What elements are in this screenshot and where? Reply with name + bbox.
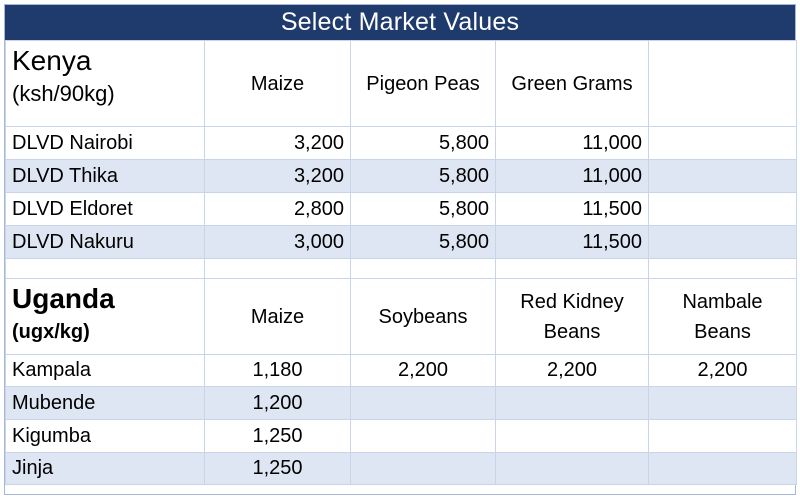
column-header: Maize bbox=[204, 278, 351, 355]
market-name: DLVD Eldoret bbox=[5, 192, 205, 226]
market-name: Mubende bbox=[5, 386, 205, 420]
currency-unit: (ksh/90kg) bbox=[12, 81, 115, 106]
price-cell: 1,200 bbox=[204, 386, 351, 420]
price-cell: 11,000 bbox=[495, 159, 649, 193]
table-row: DLVD Nairobi 3,200 5,800 11,000 bbox=[5, 126, 797, 160]
column-header: Maize bbox=[204, 40, 351, 127]
price-cell bbox=[648, 452, 797, 485]
column-header: Soybeans bbox=[350, 278, 496, 355]
market-values-table: Select Market Values Kenya (ksh/90kg) Ma… bbox=[4, 4, 797, 495]
spacer-row bbox=[5, 258, 797, 279]
column-header bbox=[648, 40, 797, 127]
price-cell: 1,180 bbox=[204, 354, 351, 387]
price-cell: 5,800 bbox=[350, 126, 496, 160]
table-row: DLVD Nakuru 3,000 5,800 11,500 bbox=[5, 225, 797, 259]
currency-unit: (ugx/kg) bbox=[12, 321, 90, 343]
kenya-header-row: Kenya (ksh/90kg) Maize Pigeon Peas Green… bbox=[5, 40, 797, 127]
country-name: Kenya bbox=[12, 45, 92, 76]
market-name: DLVD Nakuru bbox=[5, 225, 205, 259]
table-title: Select Market Values bbox=[5, 5, 795, 40]
price-cell bbox=[648, 225, 797, 259]
column-header: Red Kidney Beans bbox=[495, 278, 649, 355]
column-header: Pigeon Peas bbox=[350, 40, 496, 127]
price-cell: 2,200 bbox=[648, 354, 797, 387]
price-cell: 5,800 bbox=[350, 159, 496, 193]
table-row: DLVD Eldoret 2,800 5,800 11,500 bbox=[5, 192, 797, 226]
price-cell: 3,000 bbox=[204, 225, 351, 259]
price-cell: 2,200 bbox=[350, 354, 496, 387]
price-cell bbox=[648, 419, 797, 453]
prices-grid: Kenya (ksh/90kg) Maize Pigeon Peas Green… bbox=[5, 40, 797, 485]
column-header: Nambale Beans bbox=[648, 278, 797, 355]
uganda-header-cell: Uganda (ugx/kg) bbox=[5, 278, 205, 355]
price-cell bbox=[648, 192, 797, 226]
price-cell bbox=[648, 159, 797, 193]
price-cell: 11,000 bbox=[495, 126, 649, 160]
price-cell: 2,200 bbox=[495, 354, 649, 387]
uganda-header-row: Uganda (ugx/kg) Maize Soybeans Red Kidne… bbox=[5, 278, 797, 355]
price-cell bbox=[495, 452, 649, 485]
table-row: Kigumba 1,250 bbox=[5, 419, 797, 453]
price-cell bbox=[495, 419, 649, 453]
table-row: Kampala 1,180 2,200 2,200 2,200 bbox=[5, 354, 797, 387]
price-cell: 2,800 bbox=[204, 192, 351, 226]
price-cell: 5,800 bbox=[350, 192, 496, 226]
price-cell bbox=[350, 386, 496, 420]
market-name: DLVD Thika bbox=[5, 159, 205, 193]
price-cell: 1,250 bbox=[204, 419, 351, 453]
price-cell: 5,800 bbox=[350, 225, 496, 259]
market-name: Kigumba bbox=[5, 419, 205, 453]
market-name: Jinja bbox=[5, 452, 205, 485]
price-cell bbox=[648, 386, 797, 420]
table-row: Jinja 1,250 bbox=[5, 452, 797, 485]
price-cell: 11,500 bbox=[495, 192, 649, 226]
price-cell bbox=[350, 452, 496, 485]
price-cell bbox=[495, 386, 649, 420]
price-cell: 3,200 bbox=[204, 159, 351, 193]
market-name: Kampala bbox=[5, 354, 205, 387]
price-cell: 3,200 bbox=[204, 126, 351, 160]
table-row: DLVD Thika 3,200 5,800 11,000 bbox=[5, 159, 797, 193]
column-header: Green Grams bbox=[495, 40, 649, 127]
country-name: Uganda bbox=[12, 283, 115, 314]
kenya-header-cell: Kenya (ksh/90kg) bbox=[5, 40, 205, 127]
price-cell: 1,250 bbox=[204, 452, 351, 485]
market-name: DLVD Nairobi bbox=[5, 126, 205, 160]
price-cell: 11,500 bbox=[495, 225, 649, 259]
table-row: Mubende 1,200 bbox=[5, 386, 797, 420]
price-cell bbox=[350, 419, 496, 453]
price-cell bbox=[648, 126, 797, 160]
